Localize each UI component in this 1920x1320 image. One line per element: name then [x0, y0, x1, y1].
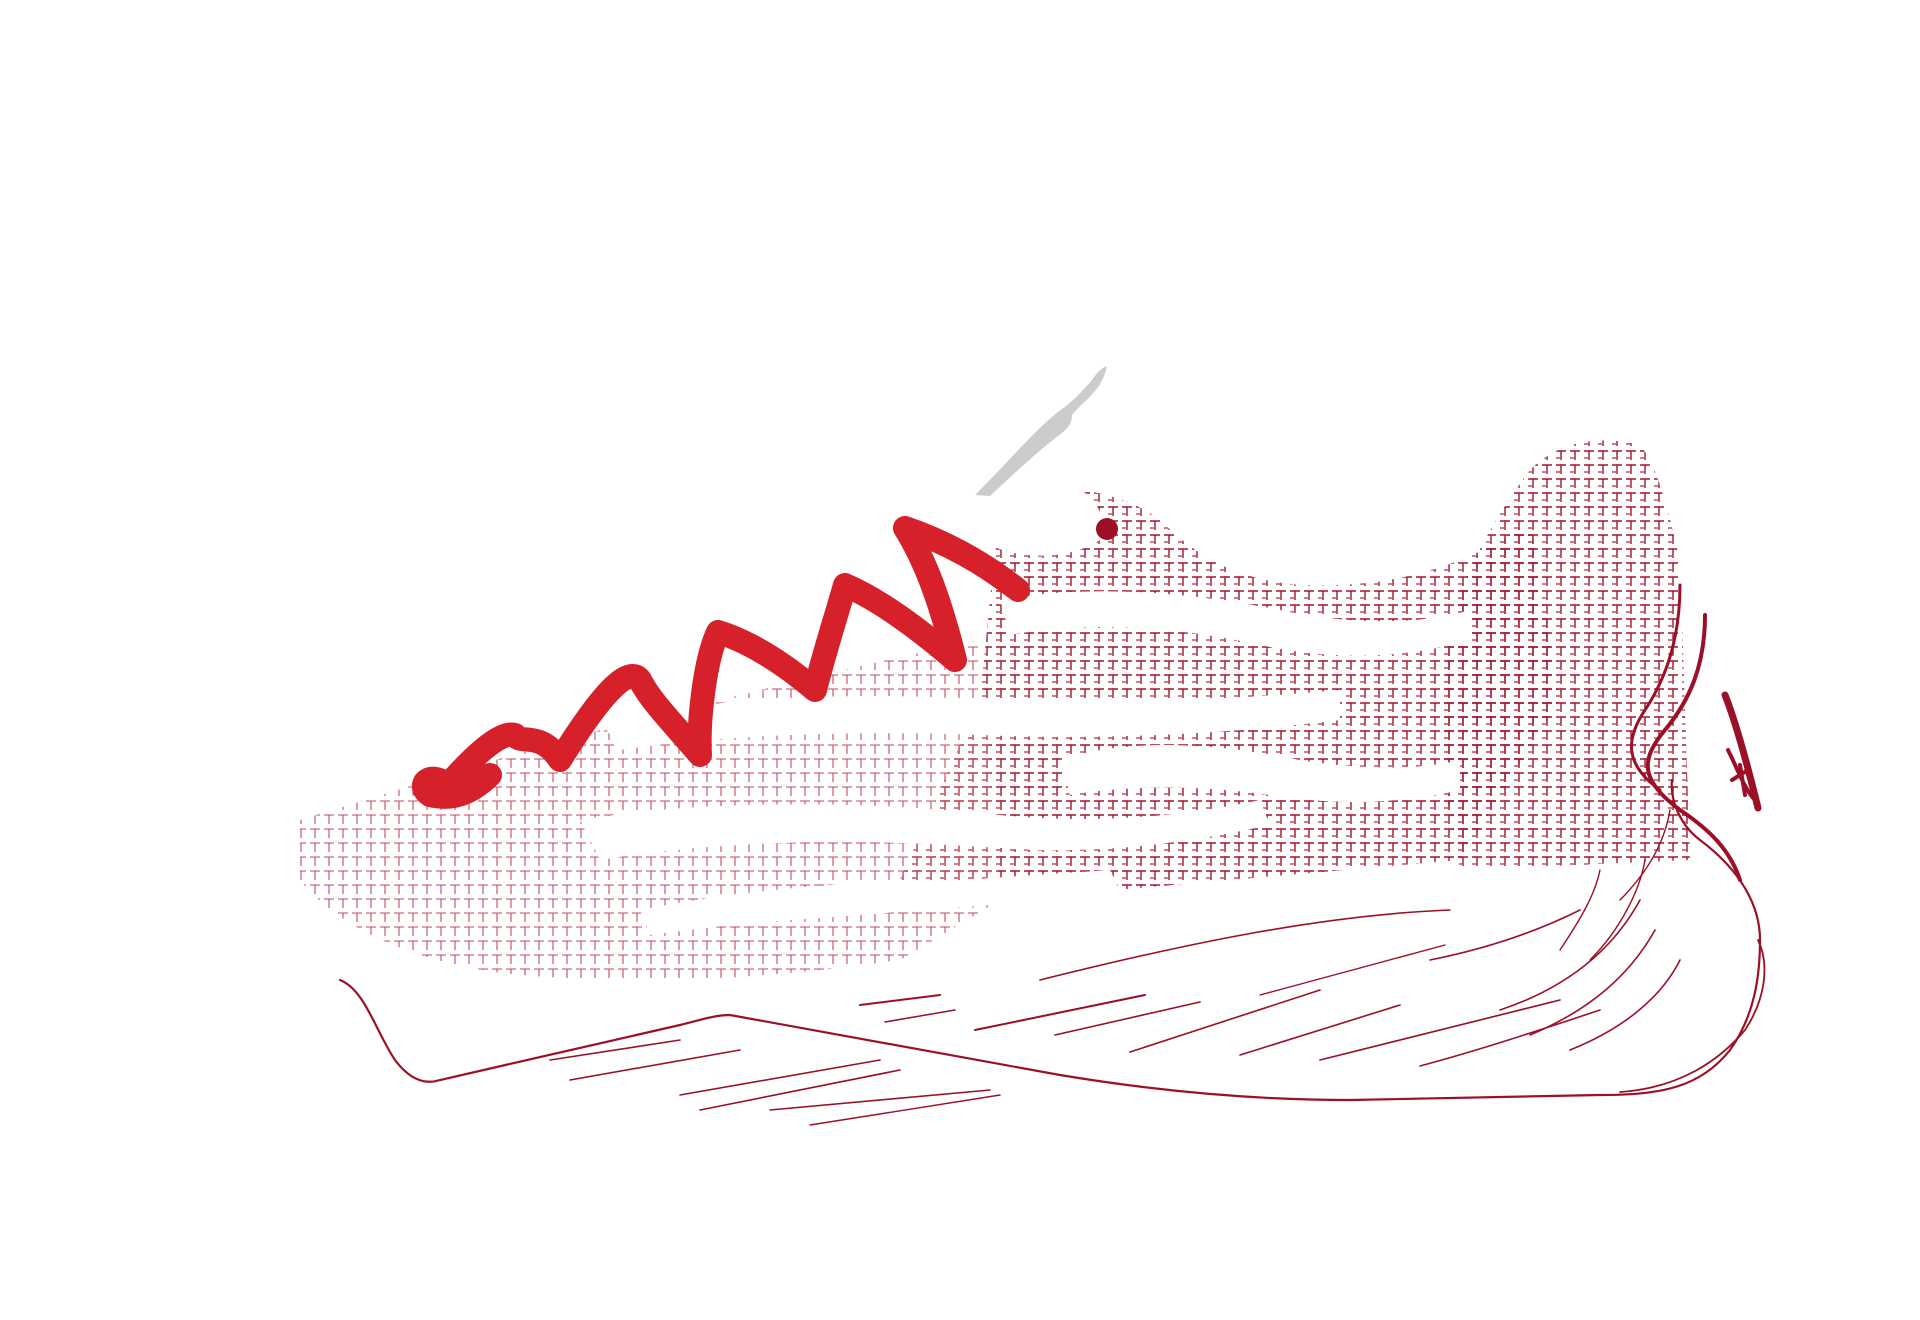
tongue-tip [975, 366, 1107, 496]
shoe-lace [412, 516, 1030, 809]
tongue [980, 482, 1102, 556]
eyelet-dot [1096, 518, 1118, 540]
overlay-band-4 [1060, 745, 1460, 802]
overlay-band-3 [640, 870, 1120, 935]
overlay-band-5 [1000, 591, 1470, 656]
overlay-band-1 [600, 690, 1340, 750]
heel-tab [1630, 583, 1762, 882]
overlay-band-2 [580, 800, 1270, 860]
shoe-upper [300, 440, 1690, 980]
sole-outline [338, 778, 1762, 1102]
sole [338, 778, 1766, 1126]
